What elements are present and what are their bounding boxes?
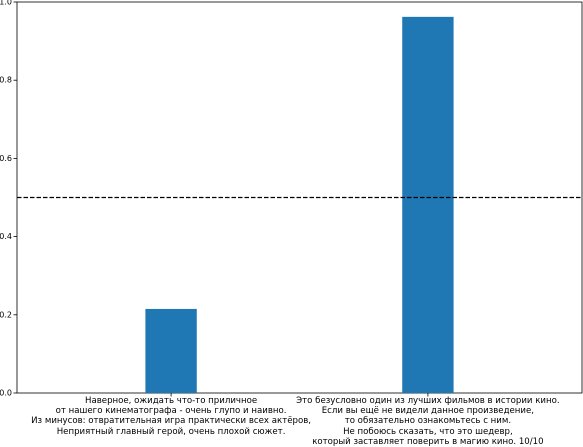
x-tick-label: Это безусловно один из лучших фильмов в … xyxy=(296,396,560,447)
y-tick-label: 0.8 xyxy=(0,76,12,85)
y-tick-label: 0.0 xyxy=(0,389,12,398)
bar xyxy=(402,16,454,393)
y-tick-label: 1.0 xyxy=(0,0,12,7)
y-tick-label: 0.4 xyxy=(0,232,12,241)
bar xyxy=(145,308,197,393)
y-tick-label: 0.2 xyxy=(0,310,12,319)
x-tick-label: Наверное, ожидать что-то приличное от на… xyxy=(31,396,312,437)
y-tick-label: 0.6 xyxy=(0,154,12,163)
